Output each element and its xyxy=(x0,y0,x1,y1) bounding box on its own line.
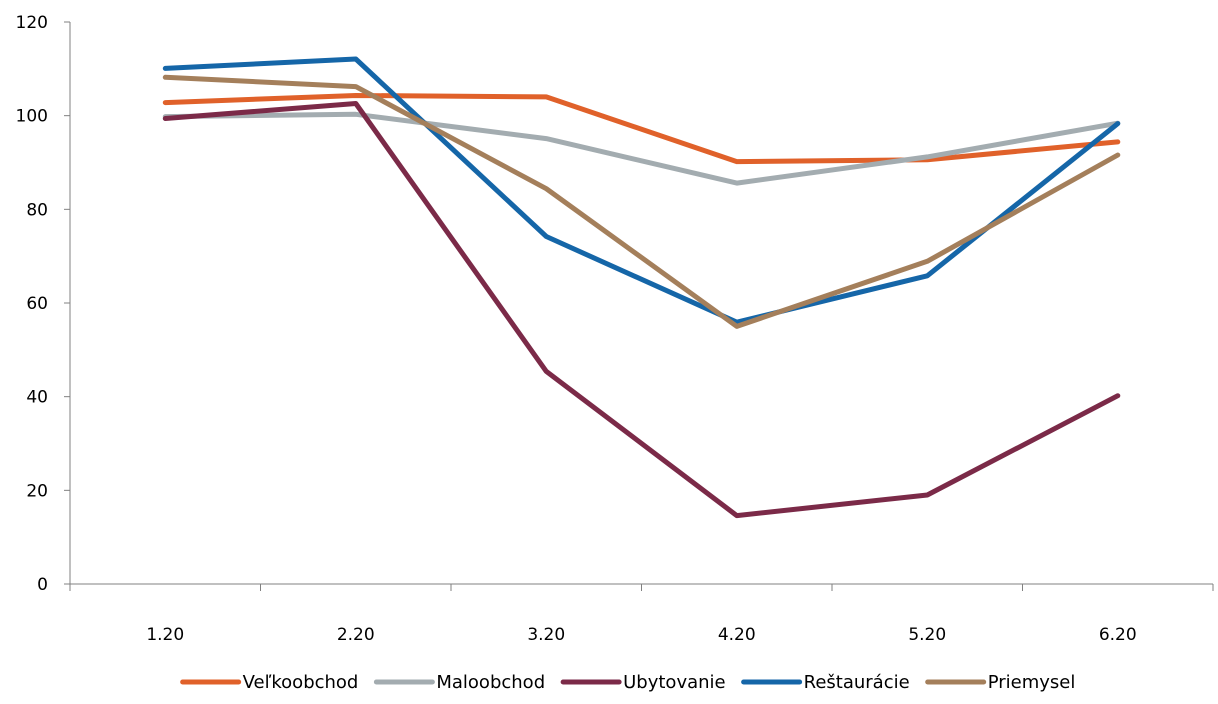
y-tick-label: 100 xyxy=(16,107,48,127)
legend-item-2: Maloobchod xyxy=(373,672,545,693)
legend: Veľkoobchod Maloobchod Ubytovanie Reštaurác… xyxy=(180,672,1076,693)
axes: 0 20 40 60 80 100 120 1.20 2.20 3.20 4.20 5.20 6.20 xyxy=(16,13,1214,645)
y-tick-label: 80 xyxy=(26,200,48,220)
legend-item-3: Ubytovanie xyxy=(560,672,726,693)
x-tick-label: 2.20 xyxy=(337,625,375,645)
legend-label: Priemysel xyxy=(988,672,1076,693)
x-tick-label: 6.20 xyxy=(1099,625,1137,645)
legend-label: Reštaurácie xyxy=(804,672,910,693)
legend-label: Maloobchod xyxy=(436,672,545,693)
y-tick-label: 0 xyxy=(37,575,48,595)
series-line-5 xyxy=(162,74,1121,329)
legend-label: Veľkoobchod xyxy=(243,672,359,693)
series-lines xyxy=(162,56,1121,519)
series-line-1 xyxy=(162,93,1121,165)
x-tick-label: 5.20 xyxy=(908,625,946,645)
y-tick-label: 60 xyxy=(26,294,48,314)
legend-item-5: Priemysel xyxy=(925,672,1076,693)
x-tick-label: 4.20 xyxy=(718,625,756,645)
y-tick-label: 40 xyxy=(26,388,48,408)
x-tick-label: 3.20 xyxy=(527,625,565,645)
legend-item-4: Reštaurácie xyxy=(741,672,910,693)
x-tick-label: 1.20 xyxy=(146,625,184,645)
legend-item-1: Veľkoobchod xyxy=(180,672,359,693)
series-line-3 xyxy=(162,101,1121,519)
y-tick-label: 120 xyxy=(16,13,48,33)
y-tick-label: 20 xyxy=(26,481,48,501)
series-line-4 xyxy=(162,56,1121,325)
series-line-2 xyxy=(162,111,1121,186)
legend-label: Ubytovanie xyxy=(623,672,726,693)
